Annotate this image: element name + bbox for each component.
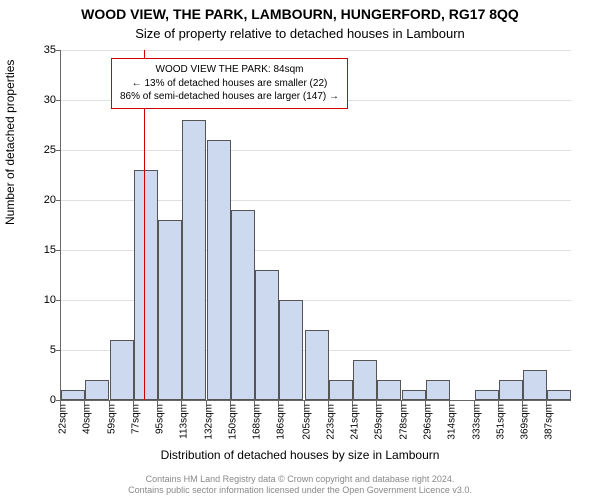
- xtick-label: 369sqm: [520, 404, 531, 440]
- histogram-bar: [182, 120, 206, 400]
- xtick-label: 314sqm: [446, 404, 457, 440]
- histogram-bar: [402, 390, 426, 400]
- histogram-bar: [279, 300, 303, 400]
- xtick-label: 259sqm: [373, 404, 384, 440]
- ytick-label: 10: [26, 294, 56, 306]
- histogram-bar: [305, 330, 329, 400]
- histogram-bar: [329, 380, 353, 400]
- info-box: WOOD VIEW THE PARK: 84sqm ← 13% of detac…: [111, 58, 348, 109]
- ytick-mark: [56, 150, 61, 151]
- ytick-mark: [56, 350, 61, 351]
- xtick-label: 186sqm: [276, 404, 287, 440]
- ytick-label: 30: [26, 94, 56, 106]
- histogram-bar: [255, 270, 279, 400]
- xtick-label: 95sqm: [155, 404, 166, 434]
- ytick-mark: [56, 100, 61, 101]
- xtick-label: 22sqm: [58, 404, 69, 434]
- footer-line-1: Contains HM Land Registry data © Crown c…: [0, 474, 600, 485]
- xtick-label: 333sqm: [472, 404, 483, 440]
- histogram-bar: [547, 390, 571, 400]
- histogram-bar: [158, 220, 182, 400]
- ytick-label: 35: [26, 44, 56, 56]
- xtick-label: 150sqm: [228, 404, 239, 440]
- footer-line-2: Contains public sector information licen…: [0, 485, 600, 496]
- plot-area: WOOD VIEW THE PARK: 84sqm ← 13% of detac…: [60, 50, 571, 401]
- xtick-label: 59sqm: [107, 404, 118, 434]
- ytick-label: 25: [26, 144, 56, 156]
- info-line-2: ← 13% of detached houses are smaller (22…: [120, 77, 339, 91]
- xtick-label: 205sqm: [301, 404, 312, 440]
- xtick-label: 387sqm: [544, 404, 555, 440]
- info-line-1: WOOD VIEW THE PARK: 84sqm: [120, 63, 339, 77]
- chart-title: WOOD VIEW, THE PARK, LAMBOURN, HUNGERFOR…: [0, 6, 600, 22]
- xtick-label: 132sqm: [204, 404, 215, 440]
- histogram-bar: [499, 380, 523, 400]
- ytick-mark: [56, 300, 61, 301]
- footer: Contains HM Land Registry data © Crown c…: [0, 474, 600, 497]
- histogram-bar: [110, 340, 134, 400]
- histogram-bar: [207, 140, 231, 400]
- xtick-label: 77sqm: [131, 404, 142, 434]
- ytick-mark: [56, 50, 61, 51]
- xtick-label: 241sqm: [349, 404, 360, 440]
- histogram-bar: [85, 380, 109, 400]
- chart-subtitle: Size of property relative to detached ho…: [0, 26, 600, 41]
- gridline: [61, 150, 571, 151]
- gridline: [61, 50, 571, 51]
- info-line-3: 86% of semi-detached houses are larger (…: [120, 90, 339, 104]
- xtick-label: 40sqm: [81, 404, 92, 434]
- x-axis-label: Distribution of detached houses by size …: [0, 448, 600, 462]
- ytick-label: 15: [26, 244, 56, 256]
- ytick-mark: [56, 200, 61, 201]
- ytick-label: 5: [26, 344, 56, 356]
- y-axis-label: Number of detached properties: [3, 60, 17, 225]
- xtick-label: 278sqm: [398, 404, 409, 440]
- ytick-label: 20: [26, 194, 56, 206]
- histogram-bar: [426, 380, 450, 400]
- histogram-bar: [231, 210, 255, 400]
- histogram-bar: [353, 360, 377, 400]
- xtick-label: 223sqm: [325, 404, 336, 440]
- ytick-label: 0: [26, 394, 56, 406]
- xtick-label: 296sqm: [422, 404, 433, 440]
- xtick-label: 113sqm: [179, 404, 190, 439]
- histogram-bar: [377, 380, 401, 400]
- chart-container: WOOD VIEW, THE PARK, LAMBOURN, HUNGERFOR…: [0, 0, 600, 500]
- histogram-bar: [523, 370, 547, 400]
- histogram-bar: [475, 390, 499, 400]
- histogram-bar: [134, 170, 158, 400]
- xtick-label: 168sqm: [252, 404, 263, 440]
- histogram-bar: [61, 390, 85, 400]
- xtick-label: 351sqm: [496, 404, 507, 440]
- ytick-mark: [56, 250, 61, 251]
